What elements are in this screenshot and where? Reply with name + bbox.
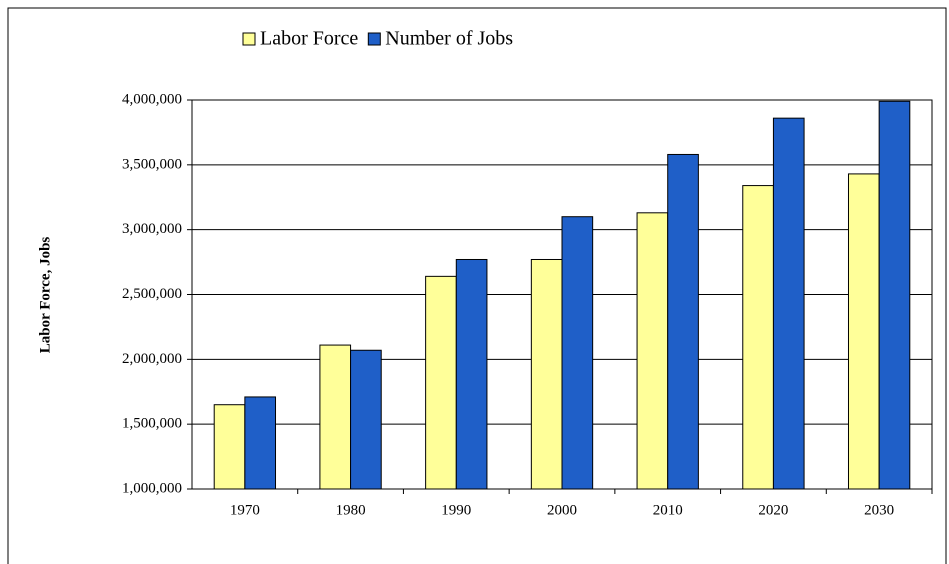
x-tick-label: 1970 bbox=[230, 502, 260, 518]
bar bbox=[772, 117, 805, 490]
y-tick-label: 3,500,000 bbox=[122, 156, 182, 172]
bar bbox=[455, 258, 488, 490]
bar bbox=[667, 153, 699, 490]
legend-label: Number of Jobs bbox=[385, 28, 513, 50]
bar bbox=[878, 100, 911, 490]
y-tick-label: 2,500,000 bbox=[122, 286, 182, 302]
legend-swatch bbox=[242, 32, 256, 46]
y-tick-label: 1,500,000 bbox=[122, 416, 182, 432]
x-tick-label: 2010 bbox=[653, 502, 683, 518]
legend-swatch bbox=[367, 32, 381, 46]
bar bbox=[319, 344, 352, 490]
x-tick-label: 2020 bbox=[758, 502, 788, 518]
bar bbox=[847, 173, 880, 490]
bar bbox=[350, 349, 382, 490]
y-tick-label: 2,000,000 bbox=[122, 351, 182, 367]
y-axis-label: Labor Force, Jobs bbox=[37, 237, 53, 354]
bar bbox=[636, 212, 669, 490]
x-tick-label: 2030 bbox=[864, 502, 894, 518]
x-tick-label: 1980 bbox=[336, 502, 366, 518]
x-tick-label: 2000 bbox=[547, 502, 577, 518]
bar bbox=[213, 404, 246, 490]
legend-label: Labor Force bbox=[260, 28, 358, 50]
y-tick-label: 1,000,000 bbox=[122, 480, 182, 496]
y-tick-label: 3,000,000 bbox=[122, 221, 182, 237]
bar bbox=[425, 275, 457, 490]
x-tick-label: 1990 bbox=[441, 502, 471, 518]
bar bbox=[561, 216, 594, 490]
y-tick-label: 4,000,000 bbox=[122, 91, 182, 107]
bar bbox=[244, 396, 277, 490]
bar bbox=[742, 185, 774, 490]
bar bbox=[530, 258, 563, 490]
